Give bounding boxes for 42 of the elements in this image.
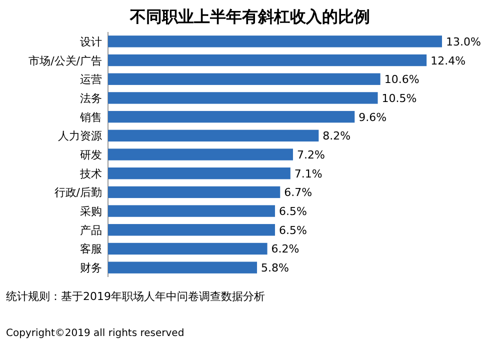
bar — [108, 186, 280, 198]
data-label: 5.8% — [261, 262, 289, 275]
data-label: 6.5% — [279, 224, 307, 237]
data-label: 13.0% — [446, 35, 481, 48]
bar — [108, 130, 319, 142]
bar — [108, 148, 293, 160]
bar — [108, 110, 355, 123]
y-tick-label: 行政/后勤 — [54, 186, 102, 200]
y-tick-label: 法务 — [80, 92, 102, 105]
data-label: 10.6% — [384, 73, 420, 86]
bar — [108, 262, 258, 274]
chart-title: 不同职业上半年有斜杠收入的比例 — [129, 7, 370, 26]
data-label: 10.5% — [382, 92, 417, 105]
data-label: 12.4% — [430, 54, 466, 68]
data-label: 6.2% — [271, 242, 300, 256]
data-label: 7.2% — [296, 148, 325, 162]
bar — [108, 242, 268, 255]
y-tick-label: 运营 — [80, 73, 102, 86]
y-tick-label: 研发 — [80, 148, 102, 162]
data-label: 6.7% — [284, 186, 312, 200]
text: Copyright©2019 all rights reserved — [6, 328, 184, 339]
y-tick-label: 设计 — [80, 35, 102, 48]
y-tick-label: 销售 — [79, 110, 102, 124]
y-tick-label: 技术 — [79, 167, 102, 180]
bar — [108, 54, 427, 66]
y-tick-label: 市场/公关/广告 — [28, 54, 102, 68]
y-tick-label: 产品 — [80, 224, 102, 237]
y-tick-label: 客服 — [80, 242, 102, 256]
data-label: 9.6% — [358, 110, 387, 124]
bar — [108, 92, 378, 104]
y-tick-label: 财务 — [80, 262, 102, 275]
data-label: 6.5% — [279, 205, 307, 218]
bar — [108, 205, 275, 217]
bar — [108, 168, 290, 180]
bar — [108, 224, 275, 236]
y-tick-label: 人力资源 — [58, 130, 102, 143]
y-tick-label: 采购 — [80, 205, 102, 218]
bar — [108, 73, 380, 85]
bar — [108, 36, 442, 48]
text: 统计规则：基于2019年职场人年中问卷调查数据分析 — [6, 290, 265, 303]
data-label: 8.2% — [322, 130, 351, 143]
data-label: 7.1% — [294, 167, 322, 180]
